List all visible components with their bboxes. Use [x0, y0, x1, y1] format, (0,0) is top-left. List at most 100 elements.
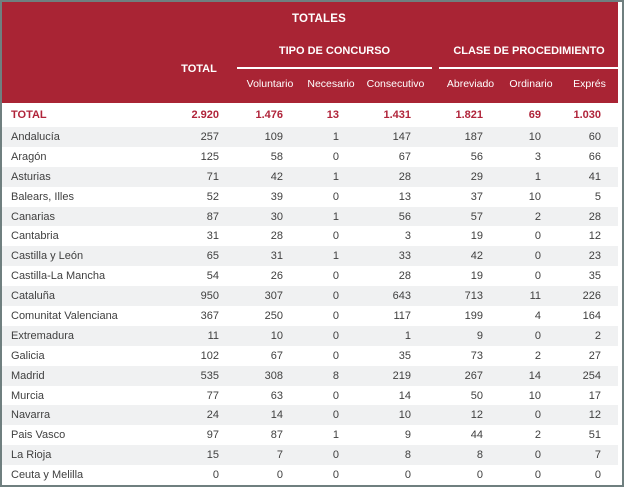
- value-cell: 0: [332, 389, 339, 402]
- region-label: Extremadura: [11, 329, 74, 342]
- value-cell: 51: [588, 429, 601, 442]
- value-cell: 7: [276, 449, 283, 462]
- table-row: Castilla-La Mancha 54 26 0 28 19 0 35: [2, 266, 618, 287]
- value-cell: 0: [534, 449, 541, 462]
- value-cell: 56: [470, 150, 483, 163]
- region-label: Andalucía: [11, 130, 60, 143]
- value-cell: 42: [470, 250, 483, 263]
- region-label: Ceuta y Melilla: [11, 469, 84, 482]
- value-cell: 15: [206, 449, 219, 462]
- value-cell: 2.920: [191, 109, 219, 121]
- value-cell: 60: [588, 130, 601, 143]
- value-cell: 56: [398, 210, 411, 223]
- region-label: Castilla-La Mancha: [11, 270, 106, 283]
- region-label: Navarra: [11, 409, 51, 422]
- value-cell: 8: [332, 369, 339, 382]
- value-cell: 87: [206, 210, 219, 223]
- value-cell: 73: [470, 349, 483, 362]
- value-cell: 97: [206, 429, 219, 442]
- table-row: Pais Vasco 97 87 1 9 44 2 51: [2, 425, 618, 446]
- value-cell: 28: [588, 210, 601, 223]
- region-label: Cataluña: [11, 290, 56, 303]
- table-body: TOTAL 2.920 1.476 13 1.431 1.821 69 1.030 Andalu…: [2, 103, 618, 485]
- value-cell: 3: [534, 150, 541, 163]
- table-header: TOTALES TOTAL TIPO DE CONCURSO Voluntari…: [2, 2, 619, 103]
- column-header-abreviado: Abreviado: [446, 78, 495, 90]
- value-cell: 58: [270, 150, 283, 163]
- value-cell: 35: [588, 270, 601, 283]
- value-cell: 71: [206, 170, 219, 183]
- value-cell: 26: [270, 270, 283, 283]
- value-cell: 164: [582, 309, 601, 322]
- value-cell: 0: [332, 449, 339, 462]
- column-header-expres: Exprés: [573, 78, 606, 90]
- value-cell: 125: [200, 150, 219, 163]
- value-cell: 9: [476, 329, 483, 342]
- value-cell: 66: [588, 150, 601, 163]
- value-cell: 28: [270, 230, 283, 243]
- value-cell: 226: [582, 290, 601, 303]
- region-label: Aragón: [11, 150, 47, 163]
- value-cell: 1: [332, 210, 339, 223]
- value-cell: 308: [264, 369, 283, 382]
- value-cell: 1: [332, 170, 339, 183]
- value-cell: 44: [470, 429, 483, 442]
- value-cell: 17: [588, 389, 601, 402]
- value-cell: 0: [332, 309, 339, 322]
- value-cell: 0: [534, 230, 541, 243]
- value-cell: 37: [470, 190, 483, 203]
- value-cell: 713: [464, 290, 483, 303]
- column-header-total: TOTAL: [181, 63, 217, 75]
- value-cell: 2: [594, 329, 601, 342]
- value-cell: 10: [270, 329, 283, 342]
- value-cell: 367: [200, 309, 219, 322]
- column-header-necesario: Necesario: [307, 78, 355, 90]
- value-cell: 12: [588, 409, 601, 422]
- table-row: Ceuta y Melilla 0 0 0 0 0 0 0: [2, 465, 618, 485]
- value-cell: 219: [392, 369, 411, 382]
- value-cell: 14: [398, 389, 411, 402]
- table-row: Galicia 102 67 0 35 73 2 27: [2, 345, 618, 366]
- region-label: La Rioja: [11, 449, 52, 462]
- value-cell: 147: [392, 130, 411, 143]
- value-cell: 0: [332, 230, 339, 243]
- table-row: Canarias 87 30 1 56 57 2 28: [2, 206, 618, 227]
- value-cell: 10: [528, 130, 541, 143]
- value-cell: 14: [270, 409, 283, 422]
- table-row: Navarra 24 14 0 10 12 0 12: [2, 405, 618, 426]
- value-cell: 54: [206, 270, 219, 283]
- value-cell: 0: [534, 329, 541, 342]
- value-cell: 0: [332, 349, 339, 362]
- value-cell: 1: [332, 250, 339, 263]
- group-title: TIPO DE CONCURSO: [237, 45, 432, 69]
- value-cell: 42: [270, 170, 283, 183]
- value-cell: 28: [398, 170, 411, 183]
- value-cell: 35: [398, 349, 411, 362]
- value-cell: 250: [264, 309, 283, 322]
- table-row: Balears, Illes 52 39 0 13 37 10 5: [2, 186, 618, 207]
- table-row: Andalucía 257 109 1 147 187 10 60: [2, 127, 618, 147]
- value-cell: 0: [534, 250, 541, 263]
- table-row: Aragón 125 58 0 67 56 3 66: [2, 146, 618, 167]
- table-row: La Rioja 15 7 0 8 8 0 7: [2, 445, 618, 466]
- value-cell: 0: [534, 409, 541, 422]
- total-row: TOTAL 2.920 1.476 13 1.431 1.821 69 1.030: [2, 103, 618, 127]
- value-cell: 117: [393, 309, 411, 322]
- value-cell: 2: [534, 210, 541, 223]
- value-cell: 1.030: [573, 109, 601, 121]
- value-cell: 0: [332, 150, 339, 163]
- region-label: Canarias: [11, 210, 56, 223]
- column-header-ordinario: Ordinario: [509, 78, 553, 90]
- value-cell: 0: [476, 469, 483, 482]
- value-cell: 50: [470, 389, 483, 402]
- value-cell: 63: [270, 389, 283, 402]
- value-cell: 67: [270, 349, 283, 362]
- column-header-voluntario: Voluntario: [246, 78, 294, 90]
- value-cell: 41: [588, 170, 601, 183]
- region-label: Cantabria: [11, 230, 59, 243]
- table-row: Castilla y León 65 31 1 33 42 0 23: [2, 246, 618, 267]
- value-cell: 3: [404, 230, 411, 243]
- table-row: Murcia 77 63 0 14 50 10 17: [2, 385, 618, 406]
- value-cell: 77: [206, 389, 219, 402]
- region-label: Asturias: [11, 170, 51, 183]
